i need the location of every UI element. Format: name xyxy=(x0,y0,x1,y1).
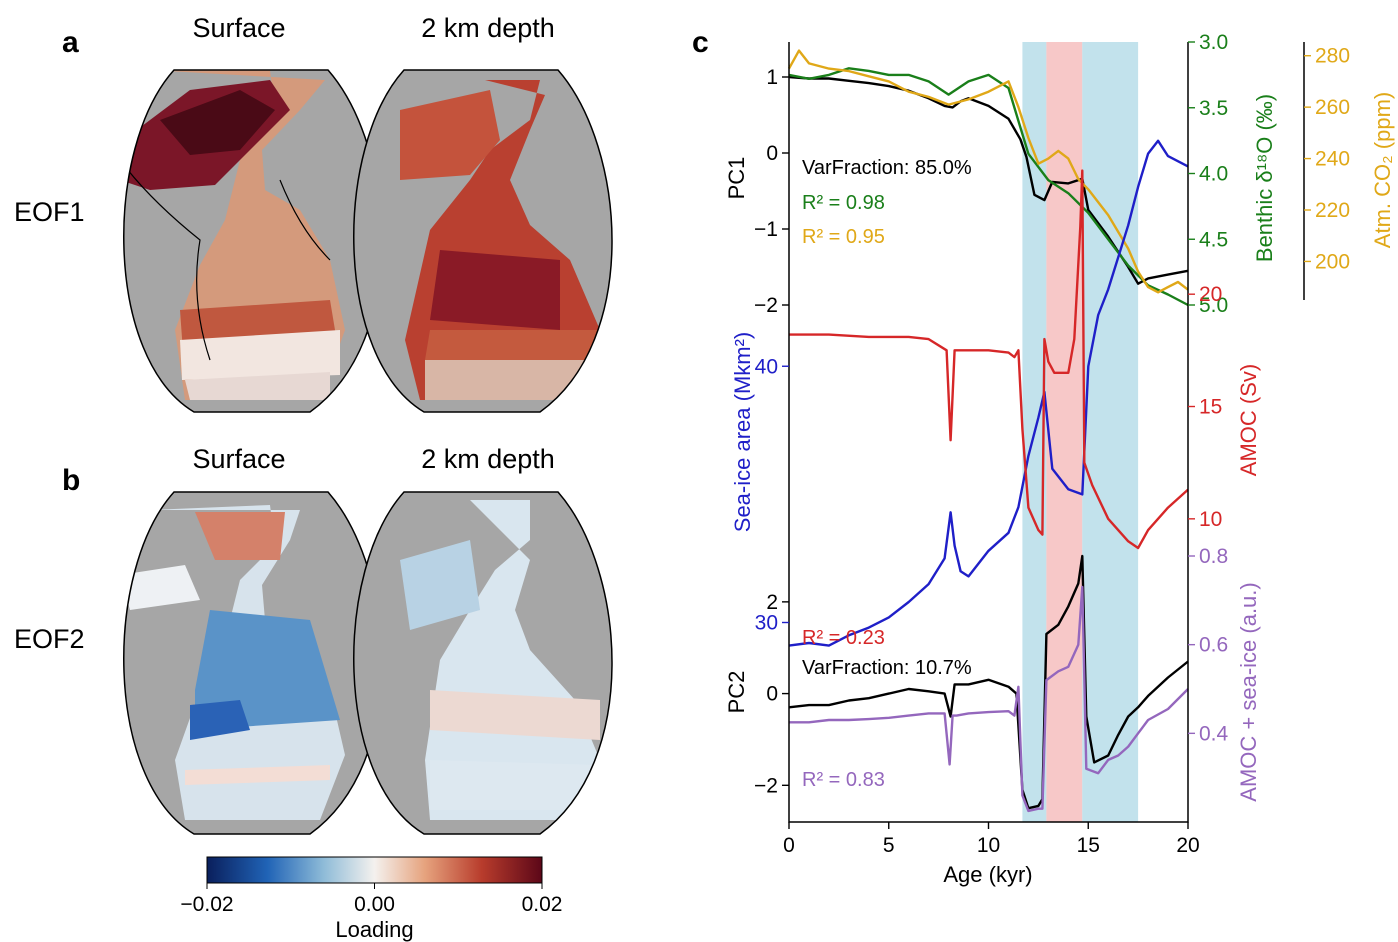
tick-label-seaice: 30 xyxy=(755,612,778,635)
map-outline xyxy=(353,491,613,835)
tick-label-d18o: 4.0 xyxy=(1199,163,1228,186)
tick-label-amoc: 15 xyxy=(1199,396,1222,419)
colorbar-label: Loading xyxy=(335,917,413,942)
series-d18o-line xyxy=(788,67,1189,307)
tick-label-pc1: −2 xyxy=(754,294,778,317)
series-layer xyxy=(787,49,1189,813)
tick-label-d18o: 4.5 xyxy=(1199,228,1228,251)
shaded-interval-2 xyxy=(1082,42,1139,822)
tick-label-d18o: 5.0 xyxy=(1199,294,1228,317)
map-ocean-field xyxy=(185,765,330,785)
tick-label-pc1: 0 xyxy=(766,142,778,165)
row-label-eof2: EOF2 xyxy=(14,624,85,654)
tick-label-amoc: 20 xyxy=(1199,283,1222,306)
ylabel-co2: Atm. CO₂ (ppm) xyxy=(1370,92,1395,248)
map-ocean-field xyxy=(190,700,250,740)
map-ocean-field xyxy=(195,610,340,730)
series-amocsi-line xyxy=(789,585,1189,813)
panel-letter-b: b xyxy=(62,464,80,497)
map-ocean-field xyxy=(425,360,600,400)
map-ocean-field xyxy=(400,90,500,180)
map-coastline xyxy=(123,159,331,361)
map-outline xyxy=(353,69,613,413)
ylabel-seaice: Sea-ice area (Mkm²) xyxy=(730,332,755,532)
colorbar-tick-label: 0.00 xyxy=(354,893,395,916)
tick-label-amocsi: 0.8 xyxy=(1199,545,1228,568)
tick-label-co2: 240 xyxy=(1315,148,1350,171)
colorbar-tick-label: 0.02 xyxy=(522,893,563,916)
tick-label-pc1: 1 xyxy=(766,66,778,89)
timeseries-panel: 10−1−23.03.54.04.55.02802602402202004030… xyxy=(724,31,1395,887)
map-eof2-surface xyxy=(123,491,383,835)
colorbar-gradient xyxy=(206,856,543,884)
shaded-interval-1 xyxy=(1046,42,1083,822)
map-ocean-field xyxy=(195,512,285,560)
tick-label-pc2: 2 xyxy=(766,591,778,614)
varfraction-pc2: VarFraction: 10.7% xyxy=(802,657,972,679)
tick-label-amoc: 10 xyxy=(1199,508,1222,531)
map-eof2-depth xyxy=(353,491,613,835)
x-tick-label: 10 xyxy=(977,834,1000,857)
colorbar-tick-label: −0.02 xyxy=(180,893,233,916)
tick-label-co2: 280 xyxy=(1315,45,1350,68)
tick-label-co2: 260 xyxy=(1315,96,1350,119)
x-tick-label: 0 xyxy=(783,834,795,857)
map-ocean-field xyxy=(425,330,600,360)
map-eof1-surface xyxy=(123,69,383,413)
series-co2-line xyxy=(787,49,1189,294)
r2-amoc: R² = 0.23 xyxy=(802,627,885,649)
map-ocean-field xyxy=(160,90,275,155)
tick-label-pc2: −2 xyxy=(754,774,778,797)
map-ocean-field xyxy=(430,760,600,810)
map-title-surface-eof1: Surface xyxy=(192,13,285,43)
map-title-depth-eof2: 2 km depth xyxy=(421,444,555,474)
series-amoc-line xyxy=(789,169,1189,550)
x-tick-label: 15 xyxy=(1077,834,1100,857)
map-ocean-field xyxy=(425,500,600,820)
map-title-surface-eof2: Surface xyxy=(192,444,285,474)
tick-label-seaice: 40 xyxy=(755,355,778,378)
varfraction-pc1: VarFraction: 85.0% xyxy=(802,157,972,179)
ticks-layer: 10−1−23.03.54.04.55.02802602402202004030… xyxy=(754,31,1350,857)
ylabel-pc2: PC2 xyxy=(724,671,749,714)
r2-d18o: R² = 0.98 xyxy=(802,192,885,214)
ylabel-amoc-seaice-line1: AMOC + sea-ice (a.u.) xyxy=(1236,582,1261,801)
r2-co2: R² = 0.95 xyxy=(802,226,885,248)
xlabel: Age (kyr) xyxy=(943,862,1032,887)
row-label-eof1: EOF1 xyxy=(14,197,85,227)
map-eof1-depth xyxy=(353,69,613,413)
r2-amoc-seaice: R² = 0.83 xyxy=(802,769,885,791)
tick-label-pc1: −1 xyxy=(754,218,778,241)
shaded-intervals xyxy=(1022,42,1139,822)
map-ocean-field xyxy=(123,565,200,610)
tick-label-d18o: 3.0 xyxy=(1199,31,1228,54)
x-tick-label: 5 xyxy=(883,834,895,857)
x-tick-label: 20 xyxy=(1176,834,1199,857)
panel-letter-a: a xyxy=(62,26,79,59)
map-ocean-field xyxy=(185,372,330,400)
tick-label-amocsi: 0.4 xyxy=(1199,722,1229,745)
map-ocean-field xyxy=(430,250,560,330)
map-title-depth-eof1: 2 km depth xyxy=(421,13,555,43)
tick-label-co2: 200 xyxy=(1315,250,1350,273)
panel-letter-c: c xyxy=(692,26,709,59)
tick-label-co2: 220 xyxy=(1315,199,1350,222)
series-seaice-line xyxy=(788,139,1189,647)
tick-label-pc2: 0 xyxy=(766,683,778,706)
tick-label-amocsi: 0.6 xyxy=(1199,634,1228,657)
tick-label-d18o: 3.5 xyxy=(1199,97,1228,120)
ylabel-amoc: AMOC (Sv) xyxy=(1236,364,1261,476)
ylabel-d18o: Benthic δ¹⁸O (‰) xyxy=(1252,94,1277,262)
map-ocean-field xyxy=(180,330,340,380)
map-ocean-field xyxy=(430,690,600,740)
ylabel-pc1: PC1 xyxy=(724,157,749,200)
colorbar: −0.02 0.00 0.02 Loading xyxy=(180,856,563,942)
map-ocean-field xyxy=(400,540,480,630)
